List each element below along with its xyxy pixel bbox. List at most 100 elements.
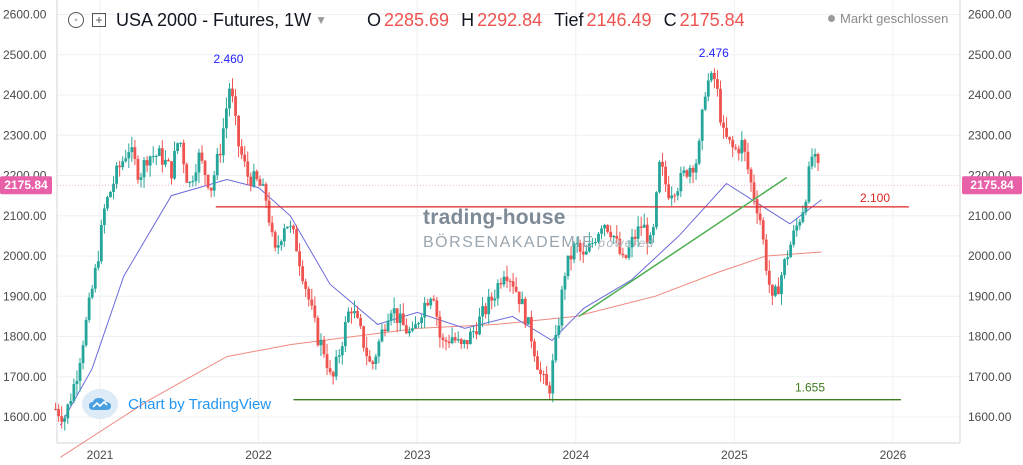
candle-body: [115, 165, 118, 184]
candle-body: [813, 153, 817, 157]
candle-body: [359, 317, 362, 327]
collapse-icon[interactable]: ◦: [68, 12, 84, 28]
candle-body: [307, 288, 311, 300]
candle-body: [764, 239, 768, 271]
candle-body: [783, 259, 786, 276]
candle-body: [743, 140, 747, 152]
candle-body: [337, 355, 341, 357]
candle-body: [234, 96, 237, 116]
candle-body: [780, 275, 783, 295]
candle-body: [325, 354, 329, 369]
branding-text: Chart by TradingView: [128, 395, 272, 413]
candle-body: [798, 221, 802, 226]
y-tick-label-right: 2500.00: [968, 48, 1012, 62]
candle-body: [444, 340, 448, 342]
candle-body: [618, 238, 622, 254]
candle-body: [426, 302, 430, 306]
candle-body: [795, 225, 799, 231]
candle-body: [777, 286, 780, 295]
symbol-label[interactable]: USA 2000 - Futures, 1W: [116, 9, 312, 30]
candle-body: [139, 177, 143, 180]
candle-body: [526, 317, 530, 325]
chevron-down-icon[interactable]: ▼: [315, 13, 327, 27]
y-tick-label-left: 2300.00: [3, 128, 47, 142]
candle-body: [502, 276, 506, 285]
candle-body: [691, 167, 695, 173]
support-label: 1.655: [795, 381, 825, 395]
candle-body: [292, 225, 295, 230]
candle-body: [224, 108, 228, 129]
candle-body: [490, 296, 494, 301]
candle-body: [328, 368, 332, 373]
candle-body: [584, 251, 588, 255]
candle-body: [368, 356, 372, 362]
tradingview-branding[interactable]: Chart by TradingView: [82, 389, 271, 419]
cloud-icon: [82, 389, 118, 419]
x-tick-label: 2023: [404, 448, 431, 462]
candle-body: [197, 152, 201, 173]
candle-body: [380, 329, 384, 342]
candle-body: [407, 330, 411, 334]
candle-body: [761, 220, 765, 240]
last-price-label-right: 2175.84: [970, 178, 1014, 192]
candle-body: [542, 374, 545, 376]
candle-body: [188, 182, 192, 184]
candle-body: [401, 313, 405, 326]
candle-body: [350, 311, 353, 314]
candle-body: [688, 167, 692, 177]
candle-body: [603, 224, 606, 229]
candle-body: [203, 160, 207, 175]
candle-body: [386, 320, 390, 332]
candle-body: [493, 298, 497, 301]
candle-body: [719, 88, 722, 123]
peak-label: 2.460: [213, 52, 243, 66]
candle-body: [142, 160, 146, 178]
y-tick-label-right: 2600.00: [968, 8, 1012, 22]
candle-body: [273, 232, 277, 248]
candle-body: [398, 313, 402, 323]
candle-body: [331, 372, 335, 377]
candle-body: [261, 184, 265, 186]
close-value: 2175.84: [679, 9, 745, 30]
candle-body: [206, 174, 210, 188]
y-tick-label-right: 2400.00: [968, 88, 1012, 102]
candle-body: [78, 363, 82, 381]
candle-body: [420, 317, 423, 324]
candle-body: [716, 79, 719, 89]
candle-body: [371, 361, 375, 365]
add-symbol-icon[interactable]: +: [92, 13, 106, 27]
candle-body: [106, 197, 109, 209]
candle-body: [807, 166, 811, 202]
candle-body: [600, 228, 603, 234]
candle-body: [462, 340, 466, 344]
candle-body: [279, 241, 283, 246]
trendline[interactable]: [578, 176, 788, 317]
candle-body: [554, 334, 558, 361]
candle-body: [496, 283, 500, 299]
market-status-text: Markt geschlossen: [840, 11, 949, 26]
candle-body: [472, 331, 475, 333]
candle-body: [435, 300, 439, 317]
candle-body: [99, 225, 103, 262]
last-price-label-left: 2175.84: [4, 178, 48, 192]
candle-body: [679, 172, 683, 192]
candle-body: [404, 325, 408, 334]
candle-body: [642, 224, 646, 228]
candle-body: [539, 369, 542, 375]
candle-body: [160, 148, 164, 165]
candle-body: [322, 339, 326, 355]
plot-area: [57, 0, 960, 443]
candle-body: [389, 313, 393, 321]
y-tick-label-right: 1900.00: [968, 289, 1012, 303]
candle-body: [429, 298, 433, 306]
candle-body: [685, 170, 689, 177]
candle-body: [130, 147, 134, 153]
candle-body: [752, 182, 756, 200]
candle-body: [520, 298, 524, 305]
candle-body: [362, 326, 366, 348]
candle-body: [621, 253, 625, 256]
candle-body: [514, 286, 518, 292]
candle-body: [587, 243, 591, 252]
candle-body: [313, 305, 317, 318]
